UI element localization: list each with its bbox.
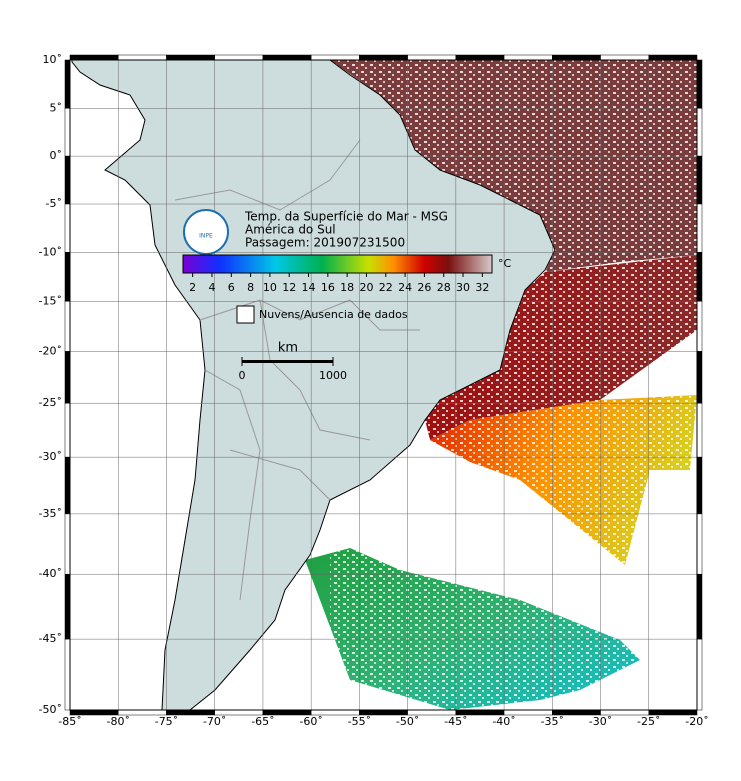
map-border xyxy=(69,59,698,711)
y-tick-label: -40˚ xyxy=(39,567,62,580)
frame-segment xyxy=(407,54,457,61)
y-tick-label: -25˚ xyxy=(39,396,62,409)
colorbar-tick-label: 16 xyxy=(321,281,335,294)
y-tick-label: -30˚ xyxy=(39,450,62,463)
x-tick-label: -50˚ xyxy=(396,715,419,728)
y-tick-label: -50˚ xyxy=(39,703,62,716)
colorbar-tick-label: 28 xyxy=(437,281,451,294)
title-block: INPE Temp. da Superfície do Mar - MSG Am… xyxy=(183,209,448,255)
x-tick-label: -60˚ xyxy=(299,715,322,728)
x-tick-label: -75˚ xyxy=(155,715,178,728)
borders xyxy=(174,139,420,601)
y-tick-label: -35˚ xyxy=(39,507,62,520)
frame-segment xyxy=(117,54,167,61)
y-tick-label: -20˚ xyxy=(39,344,62,357)
logo xyxy=(183,209,229,255)
x-tick-label: -45˚ xyxy=(444,715,467,728)
frame-segment xyxy=(64,513,71,575)
colorbar-tick-label: 22 xyxy=(379,281,393,294)
frame-segment xyxy=(696,155,703,205)
frame-segment xyxy=(64,638,71,711)
x-tick-label: -80˚ xyxy=(106,715,129,728)
frame-segment xyxy=(552,54,601,61)
frame-segment xyxy=(696,351,703,404)
colorbar-tick-label: 6 xyxy=(228,281,235,294)
frame-segment xyxy=(696,402,703,458)
colorbar-tick-label: 14 xyxy=(302,281,316,294)
frame-segment xyxy=(64,351,71,404)
x-tick-label: -40˚ xyxy=(492,715,515,728)
x-tick-label: -25˚ xyxy=(637,715,660,728)
frame-segment xyxy=(696,573,703,640)
frame-segment xyxy=(262,54,312,61)
frame-segment xyxy=(696,203,703,253)
colorbar-tick-label: 4 xyxy=(208,281,215,294)
x-tick-label: -55˚ xyxy=(348,715,371,728)
frame-segment xyxy=(214,54,264,61)
colorbar-tick-label: 32 xyxy=(475,281,489,294)
colorbar-tick-label: 26 xyxy=(417,281,431,294)
frame-segment xyxy=(64,456,71,515)
frame-segment xyxy=(64,203,71,253)
frame-segment xyxy=(166,54,215,61)
title: Temp. da Superfície do Mar - MSG xyxy=(244,210,448,224)
y-tick-label: 0˚ xyxy=(50,149,63,162)
frame-segment xyxy=(600,54,650,61)
frame-segment xyxy=(64,108,71,157)
y-tick-label: -5˚ xyxy=(46,197,62,210)
frame-segment xyxy=(64,155,71,205)
y-tick-label: 5˚ xyxy=(50,101,63,114)
colorbar-tick-label: 2 xyxy=(189,281,196,294)
frame-segment xyxy=(696,638,703,711)
frame-segment xyxy=(359,54,408,61)
colorbar-tick-label: 12 xyxy=(282,281,296,294)
frame-segment xyxy=(696,513,703,575)
frame-segment xyxy=(64,402,71,458)
frame-segment xyxy=(696,301,703,352)
colorbar-tick-label: 20 xyxy=(359,281,373,294)
logo-text: INPE xyxy=(199,233,213,240)
frame-segment xyxy=(69,54,119,61)
colorbar-tick-label: 24 xyxy=(398,281,412,294)
colorbar-unit: °C xyxy=(498,257,512,270)
scalebar-unit: km xyxy=(278,341,298,356)
frame-segment xyxy=(64,59,71,109)
frame-segment xyxy=(696,59,703,109)
scalebar-tick-label: 1000 xyxy=(319,369,347,382)
y-tick-label: -15˚ xyxy=(39,294,62,307)
frame-segment xyxy=(696,252,703,302)
scalebar-tick-label: 0 xyxy=(239,369,246,382)
frame-segment xyxy=(64,573,71,640)
region: América do Sul xyxy=(245,223,336,237)
pass-time: Passagem: 201907231500 xyxy=(245,236,405,250)
colorbar xyxy=(182,254,493,274)
colorbar-tick-label: 18 xyxy=(340,281,354,294)
x-tick-label: -30˚ xyxy=(589,715,612,728)
x-tick-label: -20˚ xyxy=(685,715,708,728)
x-tick-label: -35˚ xyxy=(541,715,564,728)
frame-segment xyxy=(64,252,71,302)
scalebar xyxy=(242,360,333,363)
legend-swatch xyxy=(236,305,255,324)
y-tick-label: -45˚ xyxy=(39,632,62,645)
frame-segment xyxy=(310,54,360,61)
y-tick-label: -10˚ xyxy=(39,245,62,258)
x-tick-label: -70˚ xyxy=(203,715,226,728)
colorbar-tick-label: 30 xyxy=(456,281,470,294)
colorbar-tick-label: 8 xyxy=(247,281,254,294)
frame-segment xyxy=(696,108,703,157)
x-tick-label: -85˚ xyxy=(58,715,81,728)
frame-segment xyxy=(64,301,71,352)
frame-segment xyxy=(696,456,703,515)
x-tick-label: -65˚ xyxy=(251,715,274,728)
frame-segment xyxy=(503,54,553,61)
frame-segment xyxy=(648,54,698,61)
colorbar-tick-label: 10 xyxy=(263,281,277,294)
y-tick-label: 10˚ xyxy=(43,53,63,66)
legend-label: Nuvens/Ausencia de dados xyxy=(259,308,408,321)
frame-segment xyxy=(455,54,505,61)
